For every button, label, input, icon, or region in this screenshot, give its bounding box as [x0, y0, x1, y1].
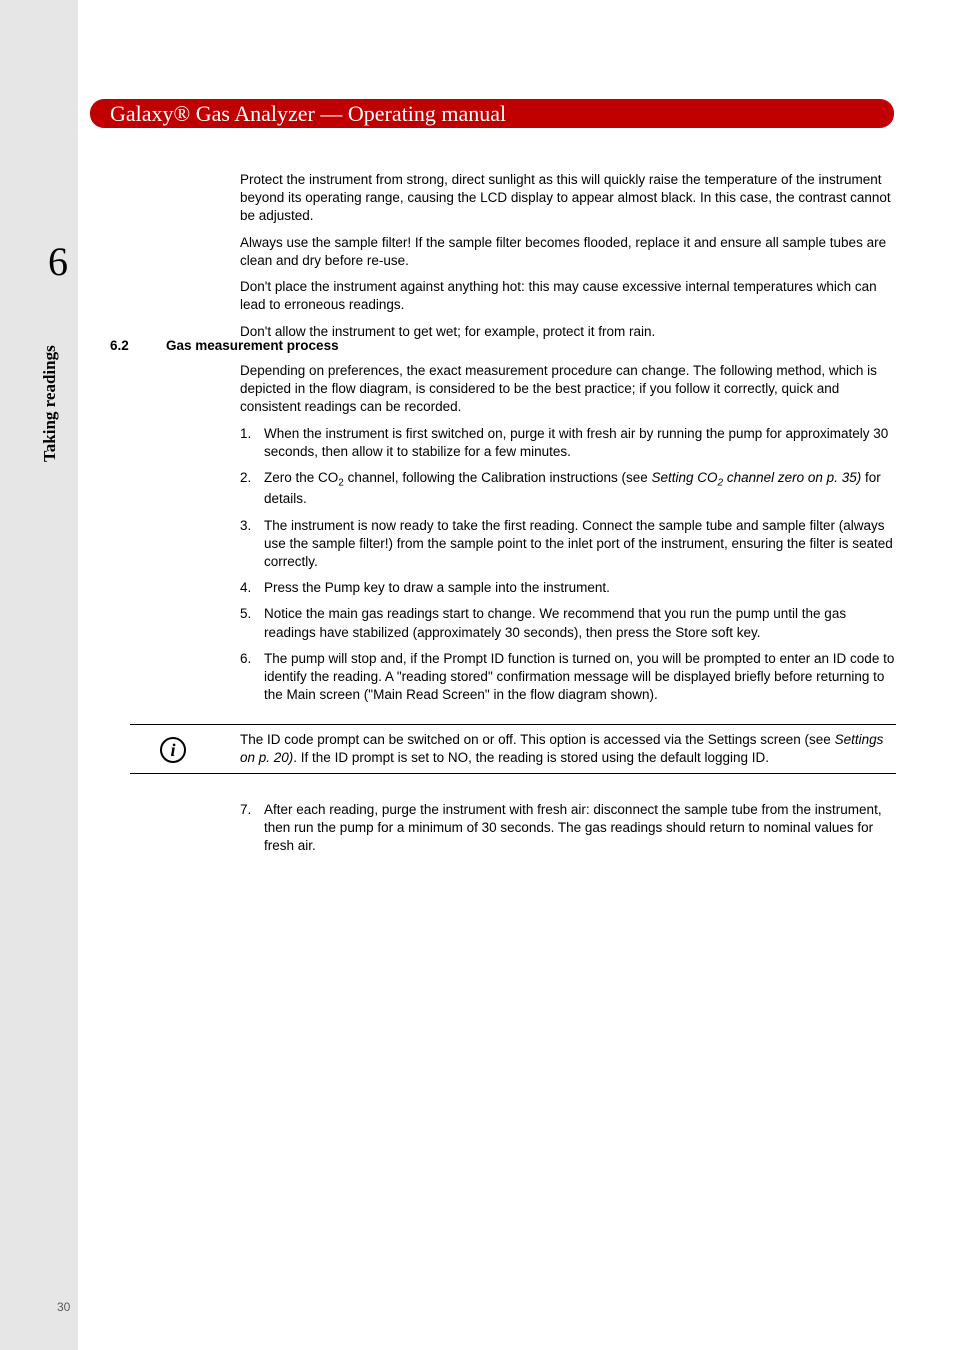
section-number: 6.2	[110, 338, 166, 353]
step-text: The instrument is now ready to take the …	[264, 517, 895, 572]
step7-content: 7. After each reading, purge the instrum…	[240, 801, 895, 864]
section-heading: 6.2 Gas measurement process	[110, 338, 339, 353]
step-text: Notice the main gas readings start to ch…	[264, 605, 895, 641]
info-circle-icon: i	[160, 737, 186, 763]
step-text: Press the Pump key to draw a sample into…	[264, 579, 895, 597]
header-bar: Galaxy® Gas Analyzer — Operating manual	[90, 99, 894, 128]
section-body: Depending on preferences, the exact meas…	[240, 362, 895, 712]
list-item: 4. Press the Pump key to draw a sample i…	[240, 579, 895, 597]
list-item: 2. Zero the CO2 channel, following the C…	[240, 469, 895, 508]
step-number: 1.	[240, 425, 264, 461]
list-item: 7. After each reading, purge the instrum…	[240, 801, 895, 856]
intro-para: Always use the sample filter! If the sam…	[240, 234, 895, 270]
list-item: 3. The instrument is now ready to take t…	[240, 517, 895, 572]
step-number: 7.	[240, 801, 264, 856]
section-intro: Depending on preferences, the exact meas…	[240, 362, 895, 417]
sidebar: 6 Taking readings 30	[0, 0, 78, 1350]
side-section-label: Taking readings	[40, 345, 60, 462]
list-item: 1. When the instrument is first switched…	[240, 425, 895, 461]
step-text: The pump will stop and, if the Prompt ID…	[264, 650, 895, 705]
info-icon: i	[130, 731, 240, 763]
intro-content: Protect the instrument from strong, dire…	[240, 171, 895, 349]
step-text: Zero the CO2 channel, following the Cali…	[264, 469, 895, 508]
info-note: i The ID code prompt can be switched on …	[130, 724, 896, 774]
intro-para: Don't place the instrument against anyth…	[240, 278, 895, 314]
note-text: The ID code prompt can be switched on or…	[240, 731, 896, 767]
steps-list-cont: 7. After each reading, purge the instrum…	[240, 801, 895, 856]
list-item: 5. Notice the main gas readings start to…	[240, 605, 895, 641]
step-number: 4.	[240, 579, 264, 597]
step-text: After each reading, purge the instrument…	[264, 801, 895, 856]
steps-list: 1. When the instrument is first switched…	[240, 425, 895, 705]
header-title: Galaxy® Gas Analyzer — Operating manual	[110, 101, 506, 127]
step-number: 2.	[240, 469, 264, 508]
step-number: 3.	[240, 517, 264, 572]
list-item: 6. The pump will stop and, if the Prompt…	[240, 650, 895, 705]
section-title: Gas measurement process	[166, 338, 339, 353]
step-number: 5.	[240, 605, 264, 641]
chapter-number: 6	[48, 238, 68, 285]
step-number: 6.	[240, 650, 264, 705]
intro-para: Protect the instrument from strong, dire…	[240, 171, 895, 226]
step-text: When the instrument is first switched on…	[264, 425, 895, 461]
page-number: 30	[57, 1300, 70, 1314]
